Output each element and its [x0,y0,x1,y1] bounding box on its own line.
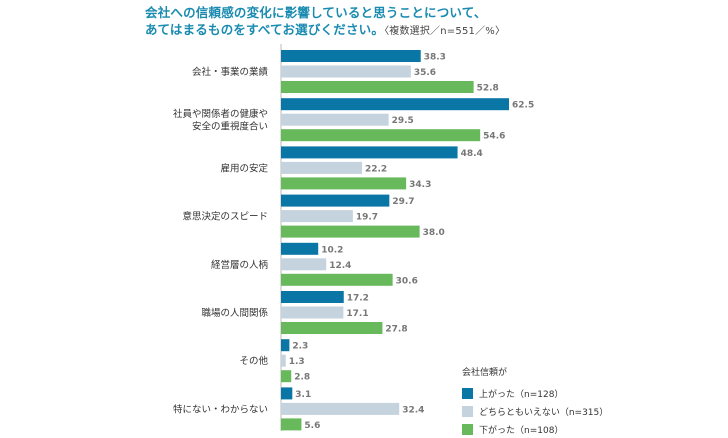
bar-neutral [281,113,389,126]
legend-swatch-down [462,423,473,435]
bar-down [281,322,383,334]
category-label: 職場の人間関係 [201,307,268,319]
data-label-down: 5.6 [304,421,320,431]
bar-neutral [281,161,362,174]
data-label-up: 48.4 [461,149,483,159]
data-label-neutral: 17.1 [346,309,368,319]
data-label-up: 3.1 [295,390,311,400]
bar-down [281,370,292,383]
category-label: 特にない・わからない [173,403,268,415]
category-label: 安全の重視度合い [192,120,268,132]
bar-up [281,387,293,400]
bar-up [281,50,421,62]
bar-up [281,98,509,111]
bar-down [281,81,474,93]
bar-down [281,418,302,431]
chart-title-line2: あてはまるものをすべてお選びください。〈複数選択／n=551／%〉 [145,19,505,38]
category-label: 社員や関係者の健康や [173,108,268,120]
data-label-down: 2.8 [294,373,310,383]
chart-title-line1: 会社への信頼感の変化に影響していると思うことについて、 [145,5,487,20]
data-label-up: 2.3 [292,342,308,352]
chart-title-note: 〈複数選択／n=551／%〉 [384,26,506,37]
bar-down [281,273,393,286]
data-label-up: 10.2 [321,245,343,255]
legend-item-down: 下がった（n=108） [462,420,608,438]
legend-label-up: 上がった（n=128） [479,389,564,400]
bar-up [281,242,319,255]
bar-neutral [281,258,327,271]
data-label-up: 17.2 [347,294,369,304]
data-label-up: 38.3 [424,53,446,63]
data-label-up: 29.7 [392,197,414,207]
bar-down [281,177,407,190]
data-label-down: 52.8 [477,84,499,94]
category-label: 経営層の人柄 [211,259,268,271]
bar-up [281,291,344,303]
legend-label-neutral: どちらともいえない（n=315） [479,407,609,418]
bar-up [281,194,390,207]
data-label-neutral: 19.7 [356,213,378,223]
legend-swatch-neutral [462,405,473,417]
chart-title-main: あてはまるものをすべてお選びください。 [145,22,385,37]
bar-neutral [281,402,400,415]
legend-swatch-up [462,387,473,399]
data-label-down: 30.6 [396,276,418,286]
bar-neutral [281,354,286,367]
legend-item-up: 上がった（n=128） [462,384,608,402]
data-label-neutral: 1.3 [289,357,305,367]
bar-down [281,129,481,142]
bar-neutral [281,306,344,319]
bar-neutral [281,65,411,78]
data-label-down: 34.3 [409,180,431,190]
category-label: 会社・事業の業績 [192,66,269,78]
legend-title: 会社信頼が [462,368,508,378]
bar-up [281,339,290,352]
category-label: その他 [239,355,268,367]
data-label-neutral: 22.2 [365,164,387,174]
category-label: 意思決定のスピード [182,211,268,223]
bar-neutral [281,210,353,223]
data-label-neutral: 32.4 [402,405,424,415]
category-label: 雇用の安定 [220,162,268,174]
bar-down [281,225,420,238]
chart-legend: 会社信頼が 上がった（n=128） どちらともいえない（n=315） 下がった（… [462,365,608,438]
data-label-down: 38.0 [423,228,445,238]
legend-item-neutral: どちらともいえない（n=315） [462,402,608,420]
data-label-neutral: 12.4 [329,261,351,271]
data-label-neutral: 35.6 [414,68,436,78]
data-label-down: 27.8 [385,325,407,335]
data-label-up: 62.5 [512,101,534,111]
bar-up [281,146,458,159]
data-label-down: 54.6 [483,132,505,142]
data-label-neutral: 29.5 [392,116,414,126]
legend-label-down: 下がった（n=108） [479,425,564,436]
